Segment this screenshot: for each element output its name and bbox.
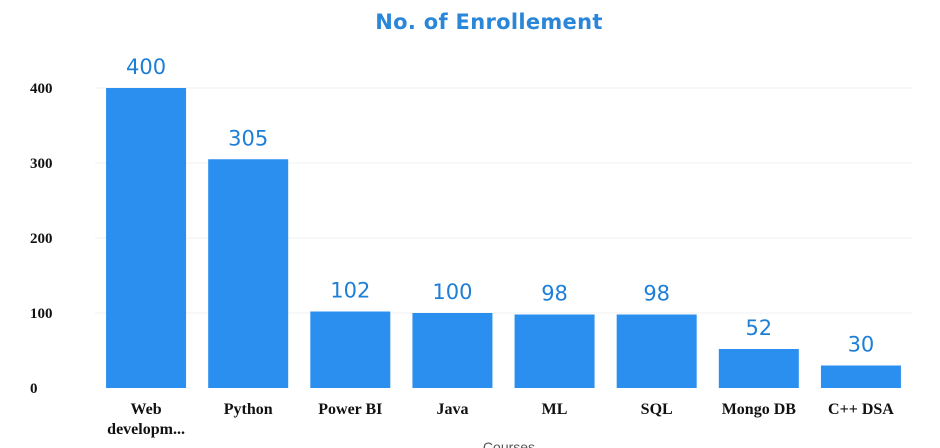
x-tick-label: ML [542, 401, 568, 418]
x-tick-label: Power BI [318, 401, 382, 418]
data-labels: 400 305 102 100 98 98 52 30 [126, 55, 874, 357]
data-label: 98 [541, 282, 568, 306]
bar [412, 313, 493, 388]
y-axis-ticks: 0 100 200 300 400 [30, 81, 53, 397]
bar [718, 349, 799, 388]
y-tick-label: 200 [30, 231, 53, 247]
x-tick-label: Web developm... [107, 401, 185, 438]
x-tick-label: C++ DSA [828, 401, 894, 418]
bars [106, 88, 901, 388]
bar [310, 311, 391, 388]
data-label: 52 [745, 316, 772, 340]
data-label: 98 [643, 282, 670, 306]
y-tick-label: 400 [30, 81, 53, 97]
chart-title: No. of Enrollement [375, 10, 603, 34]
y-tick-label: 100 [30, 306, 53, 322]
bar [820, 365, 901, 388]
x-tick-label: Python [224, 401, 273, 418]
data-label: 100 [432, 280, 472, 304]
x-tick-label: Java [436, 401, 468, 418]
y-tick-label: 0 [30, 381, 38, 397]
bar [514, 314, 595, 388]
bar [616, 314, 697, 388]
x-tick-label: SQL [641, 401, 673, 418]
x-axis-title: Courses [483, 439, 535, 448]
data-label: 30 [848, 333, 875, 357]
x-axis-ticks: Web developm... Python Power BI Java ML SQL Mon… [107, 401, 894, 438]
bar [208, 159, 289, 388]
bar [106, 88, 187, 388]
data-label: 400 [126, 55, 166, 79]
data-label: 305 [228, 126, 268, 150]
data-label: 102 [330, 279, 370, 303]
y-tick-label: 300 [30, 156, 53, 172]
x-tick-label: Mongo DB [722, 401, 797, 418]
